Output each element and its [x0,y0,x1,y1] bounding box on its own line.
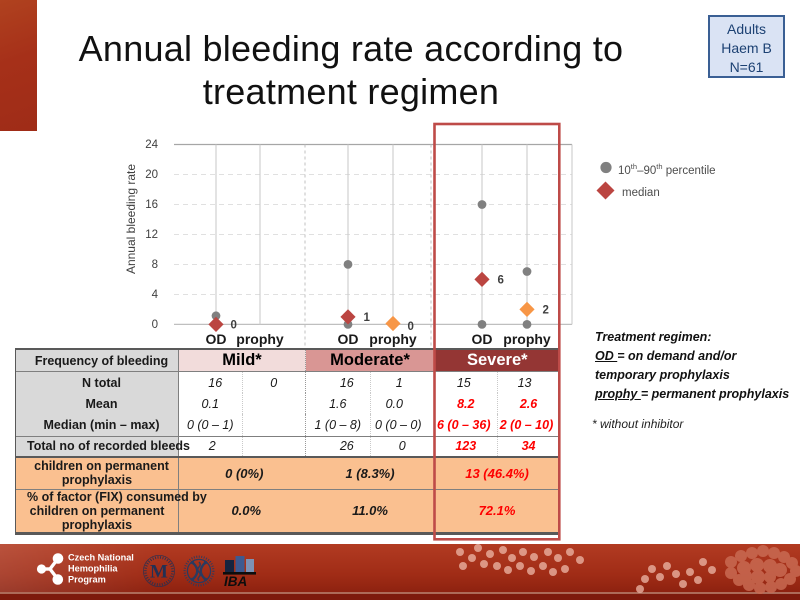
svg-text:6: 6 [498,275,504,287]
svg-text:Program: Program [68,575,106,585]
svg-text:0: 0 [231,320,237,332]
svg-text:Hemophilia: Hemophilia [68,564,118,574]
svg-text:0: 0 [408,321,414,333]
svg-text:IBA: IBA [224,574,247,589]
svg-text:1: 1 [364,312,371,324]
svg-text:M: M [150,562,168,583]
svg-text:Czech National: Czech National [68,553,134,563]
svg-text:2: 2 [543,305,549,317]
